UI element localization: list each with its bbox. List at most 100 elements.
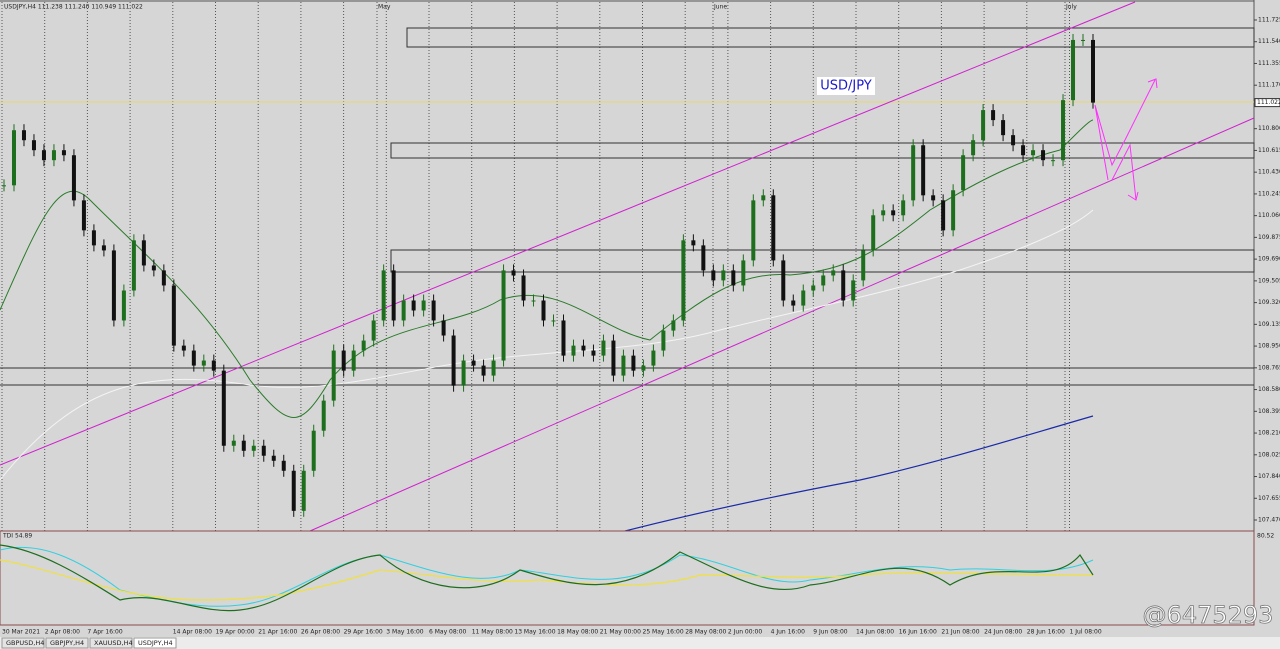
candles bbox=[2, 33, 1095, 517]
candle bbox=[561, 314, 566, 362]
candle bbox=[551, 314, 556, 327]
y-tick-label: 109.320 bbox=[1258, 299, 1280, 306]
candle bbox=[701, 239, 706, 277]
candle-body bbox=[511, 270, 516, 276]
candle-body bbox=[501, 270, 506, 361]
y-tick-label: 111.540 bbox=[1258, 38, 1280, 45]
candle-body bbox=[21, 130, 26, 141]
y-tick-label: 108.580 bbox=[1258, 386, 1280, 393]
x-tick-label: 21 May 00:00 bbox=[600, 629, 641, 636]
candle-body bbox=[1011, 135, 1016, 146]
candle bbox=[231, 434, 236, 452]
candle bbox=[831, 264, 836, 282]
candle-body bbox=[721, 270, 726, 281]
candle bbox=[461, 354, 466, 392]
y-tick-label: 110.060 bbox=[1258, 212, 1280, 219]
candle-body bbox=[241, 440, 246, 451]
candle bbox=[651, 344, 656, 372]
candle-body bbox=[531, 300, 536, 302]
tab[interactable] bbox=[89, 637, 133, 649]
candle bbox=[601, 334, 606, 362]
candle bbox=[731, 264, 736, 292]
chart-area bbox=[0, 0, 1254, 531]
candle-body bbox=[551, 320, 556, 322]
candle-body bbox=[71, 155, 76, 201]
tab-label[interactable]: XAUUSD,H4 bbox=[94, 639, 133, 647]
x-tick-label: 14 Jun 08:00 bbox=[856, 629, 894, 636]
watermark: @6475293 bbox=[1143, 601, 1274, 629]
x-tick-label: 29 Apr 16:00 bbox=[344, 629, 383, 636]
zone bbox=[406, 27, 1255, 48]
candle bbox=[501, 264, 506, 367]
tabs: GBPUSD,H4 GBPJPY,H4 XAUUSD,H4 USDJPY,H4 bbox=[1, 637, 177, 649]
candle bbox=[681, 234, 686, 327]
candle-body bbox=[111, 250, 116, 321]
candle-body bbox=[621, 355, 626, 376]
candle-body bbox=[901, 200, 906, 216]
candle bbox=[281, 454, 286, 477]
candle bbox=[1091, 33, 1095, 109]
candle bbox=[541, 294, 546, 327]
projection-arrows bbox=[1094, 78, 1158, 201]
candle bbox=[591, 344, 596, 362]
candle bbox=[121, 284, 126, 327]
candle bbox=[21, 124, 26, 147]
candle-body bbox=[41, 150, 46, 161]
candle bbox=[331, 344, 336, 407]
candle-body bbox=[81, 200, 86, 231]
candle bbox=[391, 264, 396, 327]
candle-body bbox=[371, 320, 376, 341]
candle bbox=[671, 314, 676, 337]
candle bbox=[871, 209, 876, 257]
y-tick-label: 107.840 bbox=[1258, 473, 1280, 480]
y-tick-label: 108.395 bbox=[1258, 408, 1280, 415]
candle-body bbox=[881, 210, 886, 216]
tab-label[interactable]: USDJPY,H4 bbox=[138, 639, 173, 647]
symbol-header: USDJPY,H4 111.238 111.240 110.949 111.02… bbox=[4, 4, 143, 11]
candle-body bbox=[741, 260, 746, 286]
candle-body bbox=[191, 350, 196, 366]
candle-body bbox=[171, 285, 176, 346]
candle bbox=[981, 104, 986, 147]
indicator-signal bbox=[0, 559, 1094, 601]
candle bbox=[61, 144, 66, 162]
candle bbox=[571, 339, 576, 362]
candle bbox=[661, 324, 666, 357]
candle-body bbox=[421, 300, 426, 311]
tab[interactable] bbox=[45, 637, 89, 649]
candle-body bbox=[961, 155, 966, 191]
x-tick-label: 14 Apr 08:00 bbox=[173, 629, 212, 636]
candle bbox=[131, 234, 136, 297]
candle-body bbox=[131, 240, 136, 291]
x-tick-label: 2 Apr 08:00 bbox=[45, 629, 80, 636]
candle-body bbox=[731, 270, 736, 286]
moving-average bbox=[624, 415, 1094, 532]
tab-label[interactable]: GBPUSD,H4 bbox=[6, 639, 44, 647]
candle bbox=[711, 264, 716, 287]
candle-body bbox=[2, 185, 6, 187]
candle-body bbox=[571, 345, 576, 356]
candle bbox=[931, 189, 936, 207]
candle-body bbox=[381, 270, 386, 321]
candle bbox=[11, 124, 16, 192]
candle bbox=[341, 344, 346, 377]
candle bbox=[1001, 114, 1006, 142]
candle-body bbox=[461, 360, 466, 386]
tab-label[interactable]: GBPJPY,H4 bbox=[50, 639, 84, 647]
candle-body bbox=[781, 260, 786, 301]
tab[interactable] bbox=[1, 637, 45, 649]
candle-body bbox=[261, 445, 266, 456]
candle bbox=[151, 259, 156, 277]
candle-body bbox=[991, 110, 996, 121]
candle-body bbox=[981, 110, 986, 141]
x-tick-label: 2 Jun 00:00 bbox=[728, 629, 762, 636]
candle-body bbox=[61, 150, 66, 156]
candle bbox=[581, 339, 586, 357]
annotation: USD/JPY bbox=[820, 79, 872, 94]
candle bbox=[201, 354, 206, 372]
candle bbox=[921, 139, 926, 202]
tab[interactable] bbox=[133, 637, 177, 649]
annotation-box bbox=[817, 77, 875, 95]
